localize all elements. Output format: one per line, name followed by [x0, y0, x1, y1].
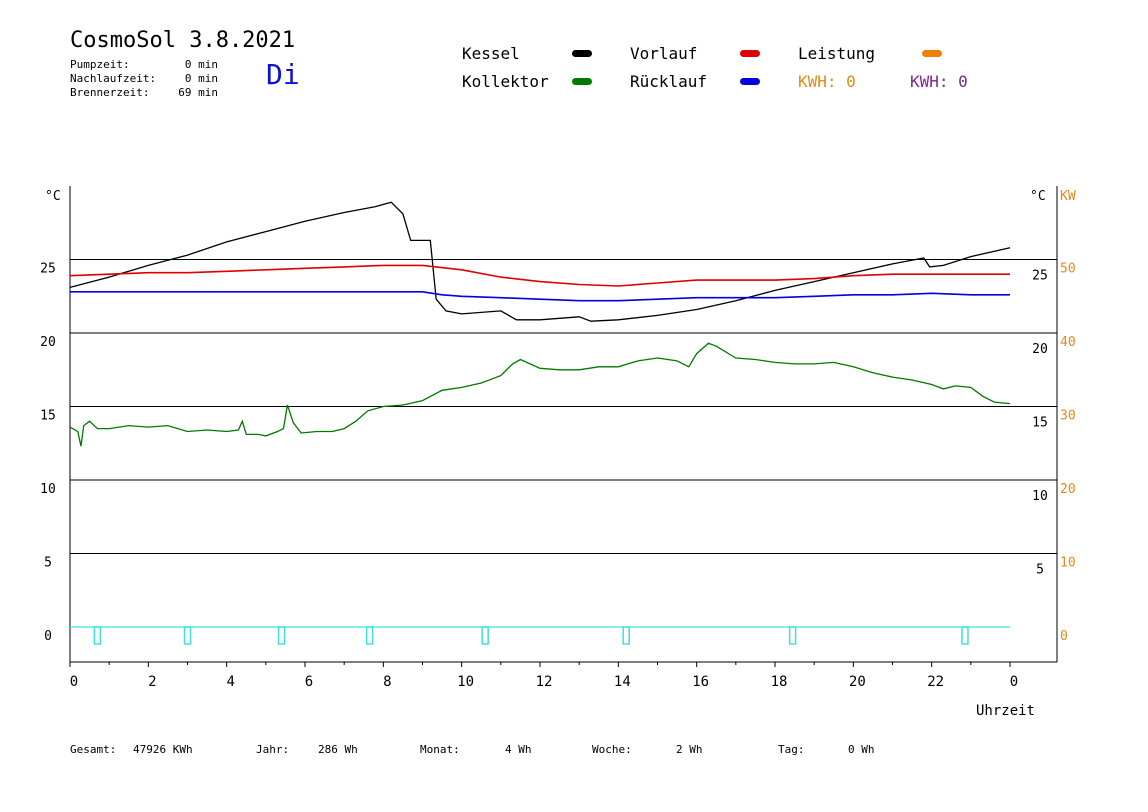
- weekday-label: Di: [266, 58, 300, 91]
- y-unit-left: °C: [45, 189, 61, 204]
- footer-label-tag: Tag:: [778, 743, 805, 756]
- series-line-ruecklauf: [70, 290, 1010, 302]
- y2-tick-label: 20: [1060, 482, 1076, 497]
- x-tick-label: 8: [383, 674, 391, 690]
- kwh-orange: KWH: 0: [798, 72, 856, 91]
- y2-unit: KW: [1060, 189, 1076, 204]
- y-tick-label-left: 20: [40, 335, 56, 350]
- y-tick-label-right: 10: [1032, 489, 1048, 504]
- legend-label-vorlauf: Vorlauf: [630, 44, 698, 63]
- series-line-kollektor: [69, 342, 1011, 447]
- x-tick-label: 18: [771, 674, 788, 690]
- chart-title: CosmoSol 3.8.2021: [70, 28, 296, 53]
- footer-value-tag: 0 Wh: [848, 743, 875, 756]
- y2-tick-label: 50: [1060, 262, 1076, 277]
- y-tick-label-right: 15: [1032, 416, 1048, 431]
- y-tick-label-right: 20: [1032, 342, 1048, 357]
- footer-value-jahr: 286 Wh: [318, 743, 358, 756]
- footer-label-jahr: Jahr:: [256, 743, 290, 756]
- stat-label-pumpzeit: Pumpzeit:: [70, 58, 130, 71]
- stat-label-nachlaufzeit: Nachlaufzeit:: [70, 72, 157, 85]
- legend-label-kessel: Kessel: [462, 44, 520, 63]
- footer-label-woche: Woche:: [592, 743, 632, 756]
- footer-label-gesamt: Gesamt:: [70, 743, 117, 756]
- y-tick-label-left: 15: [40, 409, 56, 424]
- legend-swatch-kollektor: [572, 78, 592, 85]
- stat-value-pumpzeit: 0 min: [184, 58, 218, 71]
- pump-marker: [365, 626, 374, 645]
- pump-marker: [93, 626, 102, 645]
- x-tick-label: 12: [536, 674, 553, 690]
- pump-marker: [622, 626, 630, 645]
- legend-label-ruecklauf: Rücklauf: [630, 72, 708, 91]
- temperature-chart: 0 5 10 15 20 25 5 10 15 20 25 0 10 20 30 40 50 °C °C KW 0 2 4 6…: [40, 186, 1076, 719]
- x-tick-label: 22: [927, 674, 944, 690]
- y2-tick-label: 0: [1060, 629, 1068, 644]
- y-tick-label-left: 25: [40, 262, 56, 277]
- stat-value-nachlaufzeit: 0 min: [184, 72, 218, 85]
- footer-value-gesamt: 47926 KWh: [133, 743, 193, 756]
- x-tick-label: 20: [849, 674, 866, 690]
- y-tick-label-right: 25: [1032, 269, 1048, 284]
- stat-value-brennerzeit: 69 min: [178, 86, 218, 99]
- y2-tick-label: 30: [1060, 409, 1076, 424]
- x-tick-label: 0: [70, 674, 78, 690]
- pump-marker: [481, 626, 489, 645]
- pump-marker: [183, 626, 192, 645]
- x-axis-label: Uhrzeit: [976, 703, 1035, 719]
- footer-label-monat: Monat:: [420, 743, 460, 756]
- x-tick-label: 0: [1010, 674, 1018, 690]
- x-tick-label: 16: [692, 674, 709, 690]
- legend-swatch-kessel: [572, 50, 592, 57]
- pump-marker: [788, 626, 797, 645]
- x-tick-label: 2: [148, 674, 156, 690]
- y-tick-label-left: 0: [44, 629, 52, 644]
- x-tick-label: 14: [614, 674, 631, 690]
- y-tick-label-left: 10: [40, 482, 56, 497]
- x-tick-label: 10: [457, 674, 474, 690]
- kwh-purple: KWH: 0: [910, 72, 968, 91]
- y-unit-right: °C: [1030, 189, 1046, 204]
- series-line-vorlauf: [69, 264, 1010, 287]
- footer-value-monat: 4 Wh: [505, 743, 532, 756]
- y2-tick-label: 40: [1060, 335, 1076, 350]
- legend-label-kollektor: Kollektor: [462, 72, 549, 91]
- footer-value-woche: 2 Wh: [676, 743, 703, 756]
- series-line-kessel: [69, 201, 1011, 322]
- y2-tick-label: 10: [1060, 556, 1076, 571]
- x-tick-label: 4: [226, 674, 234, 690]
- stat-label-brennerzeit: Brennerzeit:: [70, 86, 150, 99]
- y-tick-label-left: 5: [44, 556, 52, 571]
- legend-swatch-vorlauf: [740, 50, 760, 57]
- x-tick-label: 6: [305, 674, 313, 690]
- legend-swatch-leistung: [922, 50, 942, 57]
- pump-marker: [277, 626, 286, 645]
- legend-swatch-ruecklauf: [740, 78, 760, 85]
- legend-label-leistung: Leistung: [798, 44, 876, 63]
- pump-marker: [961, 626, 969, 645]
- y-tick-label-right: 5: [1036, 563, 1044, 578]
